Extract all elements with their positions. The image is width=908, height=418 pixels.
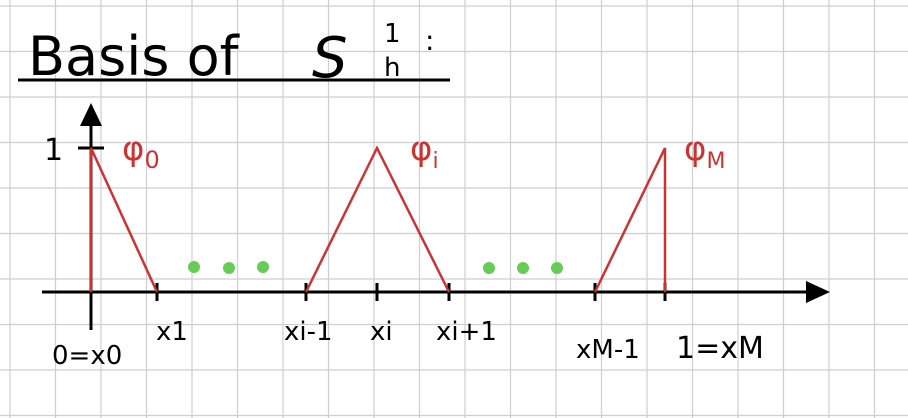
x-label-xm: 1=xM — [676, 331, 764, 366]
ellipsis-dot — [551, 262, 563, 274]
y-tick-label: 1 — [44, 133, 63, 168]
axes: 1 0=x0 x1 xi-1 xi xi+1 xM-1 1=xM — [42, 103, 830, 371]
phi-m-label: φM — [684, 129, 725, 174]
phi-0-label: φ0 — [122, 129, 160, 174]
phi-m-base: φ — [684, 129, 706, 169]
phi-0-sub: 0 — [144, 146, 159, 174]
phi-i-label: φi — [410, 129, 439, 174]
title-superscript: 1 — [384, 19, 401, 49]
ellipsis-dot — [257, 261, 269, 273]
ellipsis-dot — [188, 261, 200, 273]
x-label-xi: xi — [370, 317, 393, 347]
phi-0-base: φ — [122, 129, 144, 169]
y-axis-arrow-icon — [80, 103, 102, 126]
phi-i-sub: i — [432, 149, 438, 174]
phi-m-curve — [593, 147, 667, 293]
x-label-xi-minus-1: xi-1 — [284, 317, 333, 347]
x-label-x1: x1 — [156, 317, 188, 347]
phi-i-curve — [304, 145, 451, 293]
title-subscript: h — [384, 53, 400, 83]
x-axis-arrow-icon — [806, 281, 830, 303]
ellipsis-dot — [483, 262, 495, 274]
title: Basis of S 1 h : — [18, 19, 450, 91]
title-text: Basis of — [28, 25, 241, 88]
ellipsis-dot — [517, 262, 529, 274]
title-colon: : — [425, 24, 434, 57]
phi-i-base: φ — [410, 129, 432, 169]
ellipsis-dot — [223, 262, 235, 274]
basis-functions: φ0 φi φM — [89, 129, 725, 293]
ellipsis-dots — [188, 261, 563, 274]
x-label-xm-minus-1: xM-1 — [576, 335, 640, 365]
x-label-x0: 0=x0 — [52, 341, 122, 371]
phi-m-sub: M — [706, 149, 725, 174]
phi-0-curve — [89, 147, 159, 293]
x-label-xi-plus-1: xi+1 — [436, 317, 497, 347]
